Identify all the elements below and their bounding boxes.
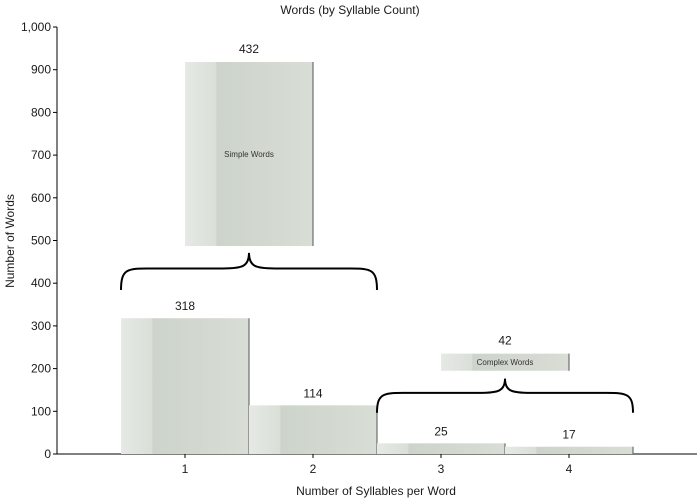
y-tick-label: 200 [31,362,51,376]
x-tick-label: 3 [438,462,445,476]
group-brace [376,378,634,413]
bar-1 [121,318,249,454]
y-tick-label: 100 [31,404,51,418]
y-axis-label: Number of Words [3,194,17,288]
group-name-label: Simple Words [224,150,274,159]
group-total-label: 42 [498,334,512,348]
y-tick-label: 600 [31,191,51,205]
bar-value-label: 318 [175,299,195,313]
bar-value-label: 25 [434,424,448,438]
group-total-box [441,353,569,371]
bar-4 [505,446,633,454]
y-tick-label: 800 [31,105,51,119]
x-tick-label: 2 [310,462,317,476]
bar-2 [249,405,377,454]
y-tick-label: 1,000 [21,20,51,34]
y-tick-label: 0 [44,447,51,461]
group-name-label: Complex Words [477,358,534,367]
group-brace [120,252,378,291]
y-tick-label: 400 [31,276,51,290]
group-annotations: Simple Words 432 Complex Words 42 [120,42,634,413]
y-tick-label: 300 [31,319,51,333]
y-tick-label: 500 [31,234,51,248]
bar-3 [377,443,505,454]
x-tick-label: 4 [566,462,573,476]
chart-title: Words (by Syllable Count) [280,3,419,17]
bars: 318 114 25 17 [121,299,634,454]
y-tick-label: 700 [31,148,51,162]
bar-value-label: 17 [562,428,576,442]
bar-value-label: 114 [303,386,322,400]
group-total-box [185,62,313,247]
x-axis-label: Number of Syllables per Word [296,484,456,498]
x-axis: 1 2 3 4 [57,453,697,476]
y-tick-label: 900 [31,63,51,77]
x-tick-label: 1 [182,462,189,476]
y-axis: 0 100 200 300 400 500 600 700 800 900 1,000 [21,20,58,461]
group-total-label: 432 [239,42,259,56]
